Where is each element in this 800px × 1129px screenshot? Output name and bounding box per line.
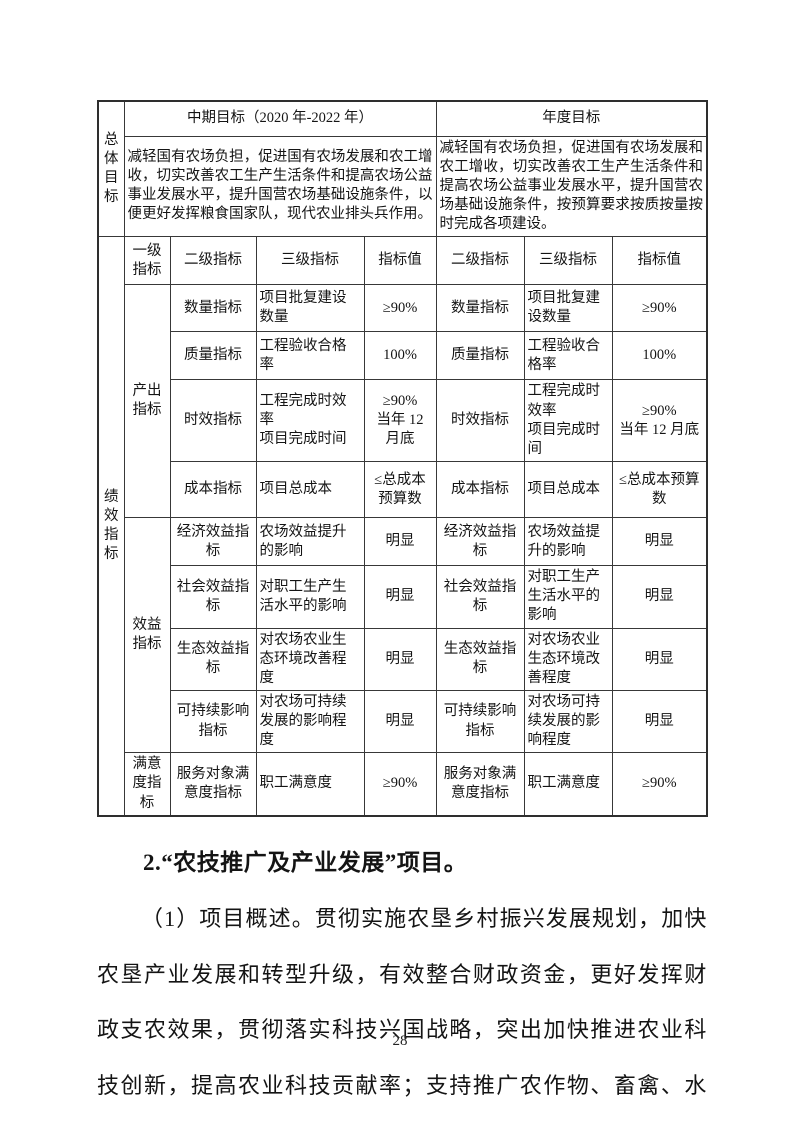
cell-midterm-level3: 对农场农业生态环境改善程度: [255, 627, 365, 691]
cell-annual-level3: 职工满意度: [523, 752, 613, 817]
cell-annual-value: 100%: [611, 331, 708, 381]
header-annual-level2: 二级指标: [435, 236, 525, 286]
cell-annual-level3: 项目批复建设数量: [523, 284, 613, 333]
cell-midterm-level2: 可持续影响指标: [169, 689, 257, 754]
cell-midterm-value: ≥90% 当年 12 月底: [363, 379, 437, 463]
cell-midterm-value: 明显: [363, 689, 437, 754]
cell-annual-level3: 项目总成本: [523, 461, 613, 519]
cell-midterm-level3: 对农场可持续发展的影响程度: [255, 689, 365, 754]
group-label-output: 产出指标: [123, 284, 171, 519]
cell-annual-level3: 对职工生产生活水平的影响: [523, 565, 613, 629]
cell-midterm-level2: 生态效益指标: [169, 627, 257, 691]
overall-goal-midterm-text: 减轻国有农场负担，促进国有农场发展和农工增收，切实改善农工生产生活条件和提高农场…: [123, 135, 437, 238]
cell-annual-level3: 对农场农业生态环境改善程度: [523, 627, 613, 691]
group-label-satisfaction: 满意度指标: [123, 752, 171, 817]
header-level1: 一级指标: [123, 236, 171, 286]
cell-midterm-level3: 工程完成时效率 项目完成时间: [255, 379, 365, 463]
cell-midterm-value: 明显: [363, 627, 437, 691]
header-annual-level3: 三级指标: [523, 236, 613, 286]
table-row: 可持续影响指标 对农场可持续发展的影响程度 明显 可持续影响指标 对农场可持续发…: [98, 689, 708, 754]
cell-annual-level2: 时效指标: [435, 379, 525, 463]
cell-annual-level3: 工程完成时效率 项目完成时间: [523, 379, 613, 463]
cell-midterm-level3: 对职工生产生活水平的影响: [255, 565, 365, 629]
column-header-annual-goal: 年度目标: [435, 100, 708, 137]
table-row: 满意度指标 服务对象满意度指标 职工满意度 ≥90% 服务对象满意度指标 职工满…: [98, 752, 708, 817]
cell-midterm-level3: 项目批复建设数量: [255, 284, 365, 333]
cell-midterm-level3: 职工满意度: [255, 752, 365, 817]
cell-annual-value: ≤总成本预算数: [611, 461, 708, 519]
cell-midterm-level2: 经济效益指标: [169, 517, 257, 567]
cell-midterm-level2: 质量指标: [169, 331, 257, 381]
cell-annual-value: 明显: [611, 689, 708, 754]
cell-annual-value: ≥90%: [611, 284, 708, 333]
cell-midterm-level2: 时效指标: [169, 379, 257, 463]
table-row: 时效指标 工程完成时效率 项目完成时间 ≥90% 当年 12 月底 时效指标 工…: [98, 379, 708, 463]
cell-midterm-level2: 成本指标: [169, 461, 257, 519]
cell-annual-level2: 质量指标: [435, 331, 525, 381]
cell-annual-value: 明显: [611, 627, 708, 691]
cell-annual-level2: 生态效益指标: [435, 627, 525, 691]
header-midterm-level2: 二级指标: [169, 236, 257, 286]
cell-annual-level2: 成本指标: [435, 461, 525, 519]
cell-midterm-value: ≥90%: [363, 284, 437, 333]
cell-annual-level2: 社会效益指标: [435, 565, 525, 629]
cell-midterm-level3: 农场效益提升的影响: [255, 517, 365, 567]
group-label-benefit: 效益指标: [123, 517, 171, 754]
cell-midterm-level2: 数量指标: [169, 284, 257, 333]
cell-midterm-value: 明显: [363, 565, 437, 629]
cell-midterm-level2: 服务对象满意度指标: [169, 752, 257, 817]
table-row: 生态效益指标 对农场农业生态环境改善程度 明显 生态效益指标 对农场农业生态环境…: [98, 627, 708, 691]
section-heading: 2.“农技推广及产业发展”项目。: [143, 849, 468, 875]
cell-annual-value: 明显: [611, 517, 708, 567]
cell-midterm-value: 明显: [363, 517, 437, 567]
cell-annual-value: 明显: [611, 565, 708, 629]
overall-goal-annual-text: 减轻国有农场负担，促进国有农场发展和农工增收，切实改善农工生产生活条件和提高农场…: [435, 135, 708, 238]
header-annual-value: 指标值: [611, 236, 708, 286]
column-header-midterm-goal: 中期目标（2020 年-2022 年）: [123, 100, 437, 137]
cell-annual-level2: 数量指标: [435, 284, 525, 333]
cell-annual-level2: 服务对象满意度指标: [435, 752, 525, 817]
body-paragraph: （1）项目概述。贯彻实施农垦乡村振兴发展规划，加快农垦产业发展和转型升级，有效整…: [97, 905, 707, 1099]
cell-annual-value: ≥90% 当年 12 月底: [611, 379, 708, 463]
row-label-overall-goal: 总体目标: [97, 100, 125, 238]
cell-midterm-value: ≥90%: [363, 752, 437, 817]
row-label-performance-indicators: 绩效指标: [97, 236, 125, 817]
cell-annual-value: ≥90%: [611, 752, 708, 817]
performance-indicator-table: 总体目标 中期目标（2020 年-2022 年） 年度目标 减轻国有农场负担，促…: [97, 100, 709, 817]
page-number: 28: [392, 1033, 408, 1049]
cell-midterm-level3: 项目总成本: [255, 461, 365, 519]
page-content: 总体目标 中期目标（2020 年-2022 年） 年度目标 减轻国有农场负担，促…: [97, 100, 709, 1129]
cell-annual-level2: 经济效益指标: [435, 517, 525, 567]
cell-midterm-level2: 社会效益指标: [169, 565, 257, 629]
table-row: 质量指标 工程验收合格率 100% 质量指标 工程验收合格率 100%: [98, 331, 708, 381]
cell-annual-level2: 可持续影响指标: [435, 689, 525, 754]
cell-annual-level3: 农场效益提升的影响: [523, 517, 613, 567]
cell-annual-level3: 对农场可持续发展的影响程度: [523, 689, 613, 754]
cell-midterm-value: 100%: [363, 331, 437, 381]
table-row: 产出指标 数量指标 项目批复建设数量 ≥90% 数量指标 项目批复建设数量 ≥9…: [98, 284, 708, 519]
table-row: 社会效益指标 对职工生产生活水平的影响 明显 社会效益指标 对职工生产生活水平的…: [98, 565, 708, 629]
header-midterm-level3: 三级指标: [255, 236, 365, 286]
cell-annual-level3: 工程验收合格率: [523, 331, 613, 381]
cell-midterm-value: ≤总成本预算数: [363, 461, 437, 519]
header-midterm-value: 指标值: [363, 236, 437, 286]
cell-midterm-level3: 工程验收合格率: [255, 331, 365, 381]
table-row: 成本指标 项目总成本 ≤总成本预算数 成本指标 项目总成本 ≤总成本预算数: [98, 461, 708, 519]
table-row: 效益指标 经济效益指标 农场效益提升的影响 明显 经济效益指标 农场效益提升的影…: [98, 517, 708, 754]
